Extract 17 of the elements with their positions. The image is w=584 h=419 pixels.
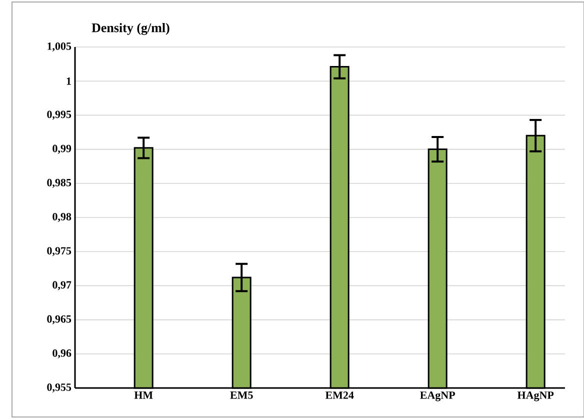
y-tick-label: 0,955 <box>47 383 72 392</box>
y-tick-label: 0,99 <box>52 144 72 154</box>
x-tick-label: EAgNP <box>420 392 455 402</box>
y-tick-label: 0,97 <box>52 281 72 290</box>
y-tick-label: 1,005 <box>48 42 72 52</box>
x-tick-label: HM <box>134 392 153 399</box>
y-tick-label: 0,965 <box>47 315 72 324</box>
y-tick-label: 1 <box>66 77 71 85</box>
x-tick-label: EM24 <box>325 392 354 399</box>
x-tick-label: EM5 <box>230 392 253 399</box>
y-tick-label: 0,985 <box>47 178 72 188</box>
y-tick-label: 0,98 <box>52 212 72 222</box>
y-tick-label: 0,995 <box>47 110 72 120</box>
y-tick-label: 0,975 <box>47 247 72 256</box>
y-tick-label: 0,96 <box>52 349 72 358</box>
y-axis-title: Density (g/ml) <box>92 23 170 35</box>
x-tick-label: HAgNP <box>517 392 554 402</box>
